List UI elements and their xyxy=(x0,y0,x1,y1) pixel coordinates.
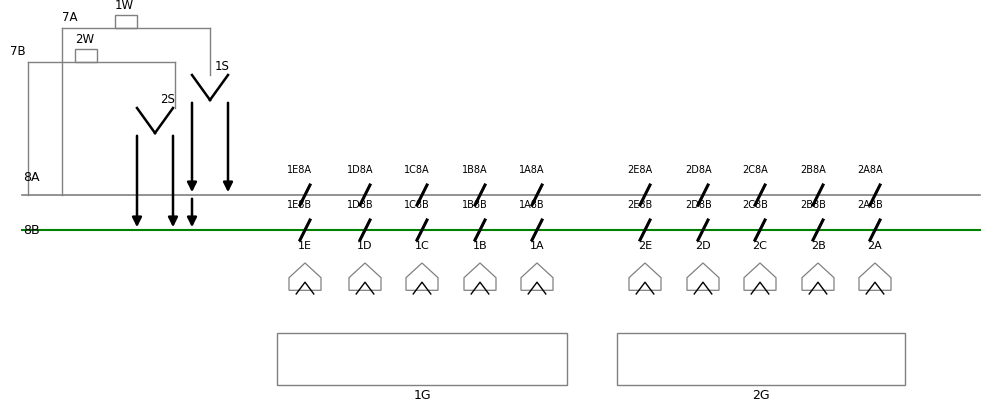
Polygon shape xyxy=(289,263,321,290)
Polygon shape xyxy=(406,263,438,290)
Text: 2A: 2A xyxy=(868,241,882,251)
Text: 1E8B: 1E8B xyxy=(287,200,312,210)
Text: 1A8A: 1A8A xyxy=(519,165,544,175)
Text: 1E8A: 1E8A xyxy=(287,165,312,175)
Text: 8A: 8A xyxy=(23,171,40,184)
Text: 2D: 2D xyxy=(695,241,711,251)
Text: 2C8B: 2C8B xyxy=(742,200,768,210)
Text: 2A8A: 2A8A xyxy=(857,165,883,175)
Text: 2B8B: 2B8B xyxy=(800,200,826,210)
Polygon shape xyxy=(859,263,891,290)
Text: 1D8A: 1D8A xyxy=(347,165,374,175)
Polygon shape xyxy=(629,263,661,290)
Polygon shape xyxy=(744,263,776,290)
Text: 1D8B: 1D8B xyxy=(347,200,374,210)
Polygon shape xyxy=(349,263,381,290)
Text: 1A8B: 1A8B xyxy=(519,200,545,210)
Text: 1C: 1C xyxy=(415,241,429,251)
Text: 1S: 1S xyxy=(215,60,230,73)
Text: 2D8A: 2D8A xyxy=(685,165,712,175)
Text: 2D8B: 2D8B xyxy=(685,200,712,210)
Text: 2B8A: 2B8A xyxy=(800,165,826,175)
Text: 8B: 8B xyxy=(23,224,40,237)
Bar xyxy=(277,333,567,385)
Text: 2E: 2E xyxy=(638,241,652,251)
Text: 1B8B: 1B8B xyxy=(462,200,488,210)
Text: 1E: 1E xyxy=(298,241,312,251)
Text: 1C8A: 1C8A xyxy=(404,165,430,175)
Text: 1B8A: 1B8A xyxy=(462,165,488,175)
Text: 1W: 1W xyxy=(115,0,134,12)
Text: 2A8B: 2A8B xyxy=(857,200,883,210)
Text: 7B: 7B xyxy=(10,45,26,58)
Bar xyxy=(115,15,137,28)
Polygon shape xyxy=(687,263,719,290)
Text: 2G: 2G xyxy=(752,389,770,402)
Text: 2C8A: 2C8A xyxy=(742,165,768,175)
Text: 2E8A: 2E8A xyxy=(627,165,652,175)
Text: 2C: 2C xyxy=(753,241,767,251)
Text: 1C8B: 1C8B xyxy=(404,200,430,210)
Text: 1D: 1D xyxy=(357,241,373,251)
Text: 2E8B: 2E8B xyxy=(627,200,652,210)
Text: 1G: 1G xyxy=(413,389,431,402)
Text: 2B: 2B xyxy=(811,241,825,251)
Text: 7A: 7A xyxy=(62,11,78,24)
Text: 2S: 2S xyxy=(160,93,175,106)
Polygon shape xyxy=(802,263,834,290)
Text: 1B: 1B xyxy=(473,241,487,251)
Polygon shape xyxy=(521,263,553,290)
Bar xyxy=(617,333,905,385)
Bar xyxy=(75,49,97,62)
Polygon shape xyxy=(464,263,496,290)
Text: 1A: 1A xyxy=(530,241,544,251)
Text: 2W: 2W xyxy=(75,33,94,46)
